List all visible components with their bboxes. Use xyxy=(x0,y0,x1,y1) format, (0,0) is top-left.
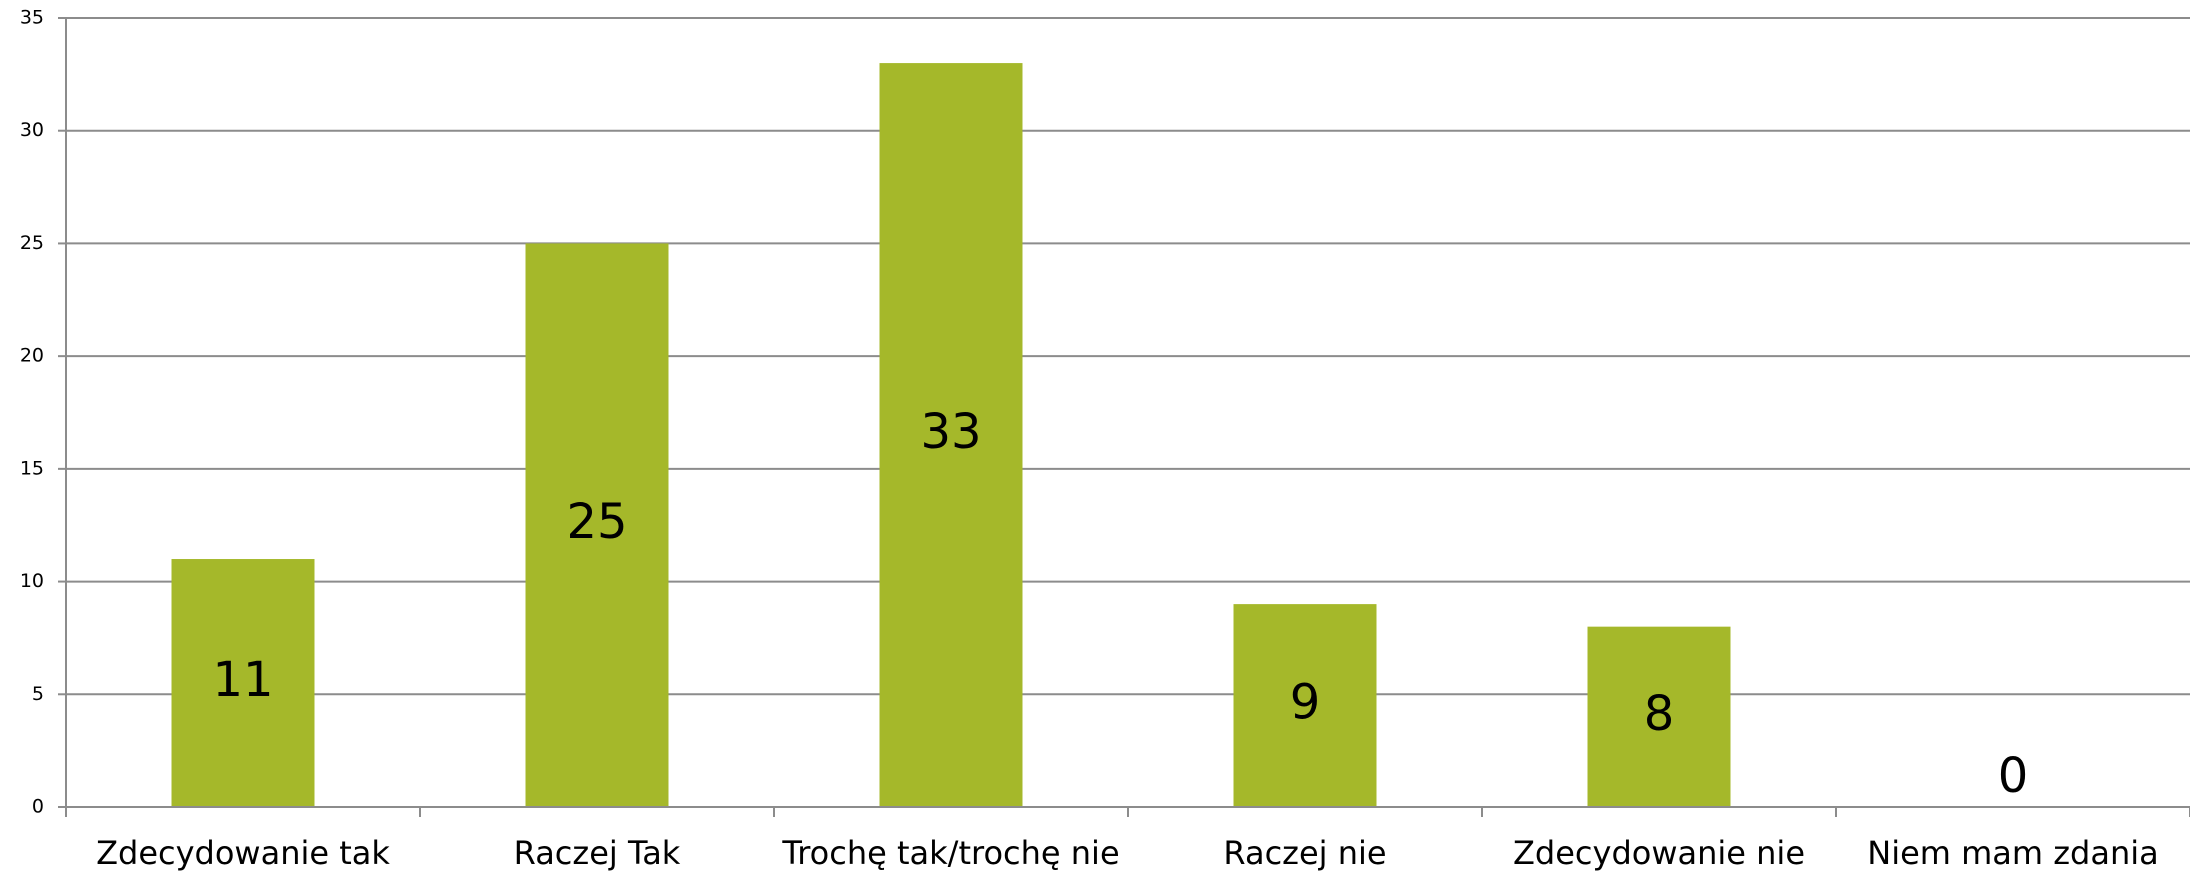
data-label: 8 xyxy=(1644,686,1675,742)
y-tick-label: 5 xyxy=(32,683,44,705)
y-tick-label: 25 xyxy=(20,232,44,254)
x-tick-label: Zdecydowanie nie xyxy=(1513,834,1805,872)
x-tick-label: Zdecydowanie tak xyxy=(96,834,390,872)
data-label: 9 xyxy=(1290,675,1321,731)
x-tick-label: Raczej nie xyxy=(1223,834,1386,872)
bar xyxy=(1233,604,1377,807)
x-tick-label: Raczej Tak xyxy=(514,834,681,872)
data-label: 25 xyxy=(566,494,627,550)
bar xyxy=(171,559,315,807)
y-tick-label: 20 xyxy=(20,345,44,367)
bar xyxy=(879,63,1023,808)
x-tick-label: Trochę tak/trochę nie xyxy=(781,834,1119,872)
y-tick-label: 30 xyxy=(20,119,44,141)
y-tick-label: 35 xyxy=(20,7,44,29)
data-label: 0 xyxy=(1998,748,2029,804)
y-tick-label: 15 xyxy=(20,457,44,479)
bar xyxy=(1587,626,1731,807)
x-tick-label: Niem mam zdania xyxy=(1867,834,2158,872)
data-label: 33 xyxy=(920,404,981,460)
y-tick-label: 10 xyxy=(20,570,44,592)
data-label: 11 xyxy=(212,652,273,708)
y-tick-label: 0 xyxy=(32,796,44,818)
bar xyxy=(525,243,669,807)
